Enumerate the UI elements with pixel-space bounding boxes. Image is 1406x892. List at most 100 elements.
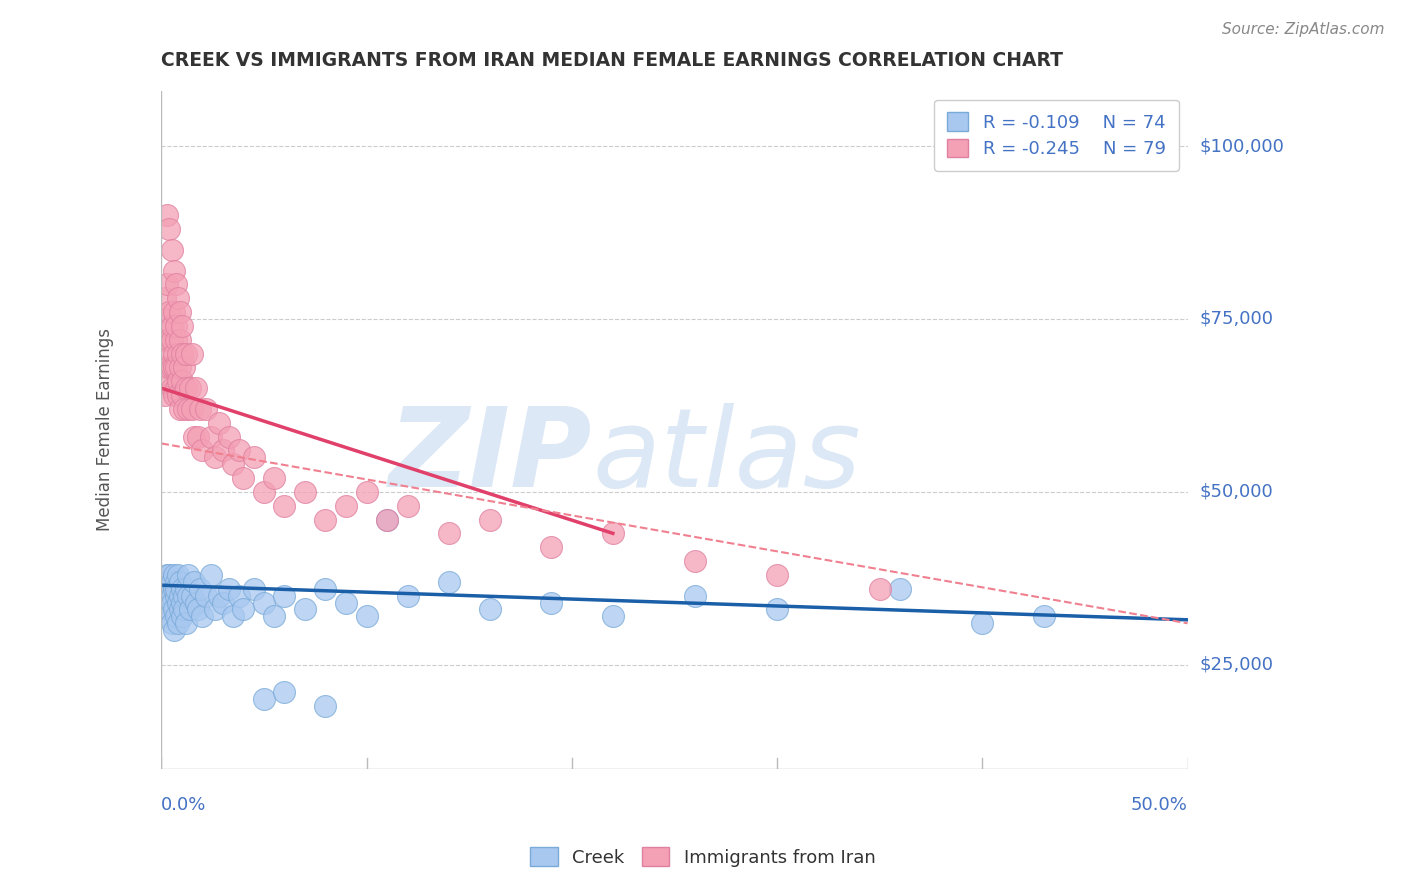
Point (273, 499, 295, 513)
Point (160, 318, 183, 333)
Point (218, 582, 240, 596)
Point (375, 512, 398, 526)
Point (166, 616, 188, 631)
Point (263, 471, 285, 485)
Point (335, 499, 357, 513)
Point (169, 333, 191, 347)
Point (179, 602, 201, 616)
Point (200, 429, 222, 443)
Text: 0.0%: 0.0% (162, 797, 207, 814)
Point (540, 595, 562, 609)
Point (183, 574, 205, 589)
Text: CREEK VS IMMIGRANTS FROM IRAN MEDIAN FEMALE EARNINGS CORRELATION CHART: CREEK VS IMMIGRANTS FROM IRAN MEDIAN FEM… (162, 51, 1063, 70)
Point (179, 381, 201, 395)
Point (356, 484, 378, 499)
Point (195, 589, 218, 603)
Point (156, 589, 179, 603)
Point (228, 443, 250, 458)
Point (191, 443, 214, 458)
Point (208, 589, 231, 603)
Point (972, 616, 994, 631)
Point (160, 595, 183, 609)
Text: atlas: atlas (592, 403, 860, 510)
Text: Median Female Earnings: Median Female Earnings (96, 328, 114, 531)
Point (166, 388, 188, 402)
Point (165, 574, 187, 589)
Point (181, 589, 204, 603)
Point (188, 401, 211, 416)
Point (162, 305, 184, 319)
Point (173, 360, 195, 375)
Point (356, 609, 378, 624)
Point (162, 623, 184, 637)
Point (165, 333, 187, 347)
Point (232, 602, 254, 616)
Point (155, 291, 177, 305)
Point (160, 616, 183, 631)
Point (159, 360, 181, 375)
Text: $25,000: $25,000 (1199, 656, 1274, 673)
Point (162, 567, 184, 582)
Point (195, 401, 218, 416)
Point (162, 388, 184, 402)
Point (159, 602, 181, 616)
Point (166, 567, 188, 582)
Point (186, 381, 208, 395)
Point (314, 512, 336, 526)
Point (170, 609, 193, 624)
Point (159, 305, 181, 319)
Point (177, 567, 200, 582)
Point (187, 429, 209, 443)
Text: Source: ZipAtlas.com: Source: ZipAtlas.com (1222, 22, 1385, 37)
Point (166, 346, 188, 360)
Point (1032, 609, 1054, 624)
Point (170, 582, 193, 596)
Point (160, 243, 183, 257)
Point (174, 381, 197, 395)
Point (170, 388, 193, 402)
Point (152, 333, 174, 347)
Point (173, 401, 195, 416)
Point (314, 582, 336, 596)
Point (165, 277, 187, 292)
Point (211, 443, 233, 458)
Point (222, 609, 245, 624)
Point (228, 589, 250, 603)
Point (162, 582, 184, 596)
Point (396, 499, 419, 513)
Point (253, 692, 276, 706)
Point (160, 574, 183, 589)
Point (683, 554, 706, 568)
Point (156, 567, 179, 582)
Legend: R = -0.109    N = 74, R = -0.245    N = 79: R = -0.109 N = 74, R = -0.245 N = 79 (934, 100, 1178, 171)
Point (242, 582, 264, 596)
Point (211, 595, 233, 609)
Point (177, 401, 200, 416)
Point (156, 208, 179, 222)
Point (314, 699, 336, 714)
Point (889, 582, 911, 596)
Point (173, 589, 195, 603)
Point (165, 589, 187, 603)
Point (204, 450, 226, 465)
Point (253, 595, 276, 609)
Point (169, 401, 191, 416)
Point (173, 602, 195, 616)
Point (186, 595, 208, 609)
Point (766, 602, 789, 616)
Point (169, 602, 191, 616)
Point (166, 374, 188, 388)
Point (156, 609, 179, 624)
Point (174, 582, 197, 596)
Point (183, 429, 205, 443)
Point (165, 318, 187, 333)
Point (294, 484, 316, 499)
Point (540, 540, 562, 554)
Text: ZIP: ZIP (389, 403, 592, 510)
Point (181, 401, 204, 416)
Point (170, 374, 193, 388)
Point (165, 360, 187, 375)
Point (165, 381, 187, 395)
Point (166, 595, 188, 609)
Point (208, 416, 231, 430)
